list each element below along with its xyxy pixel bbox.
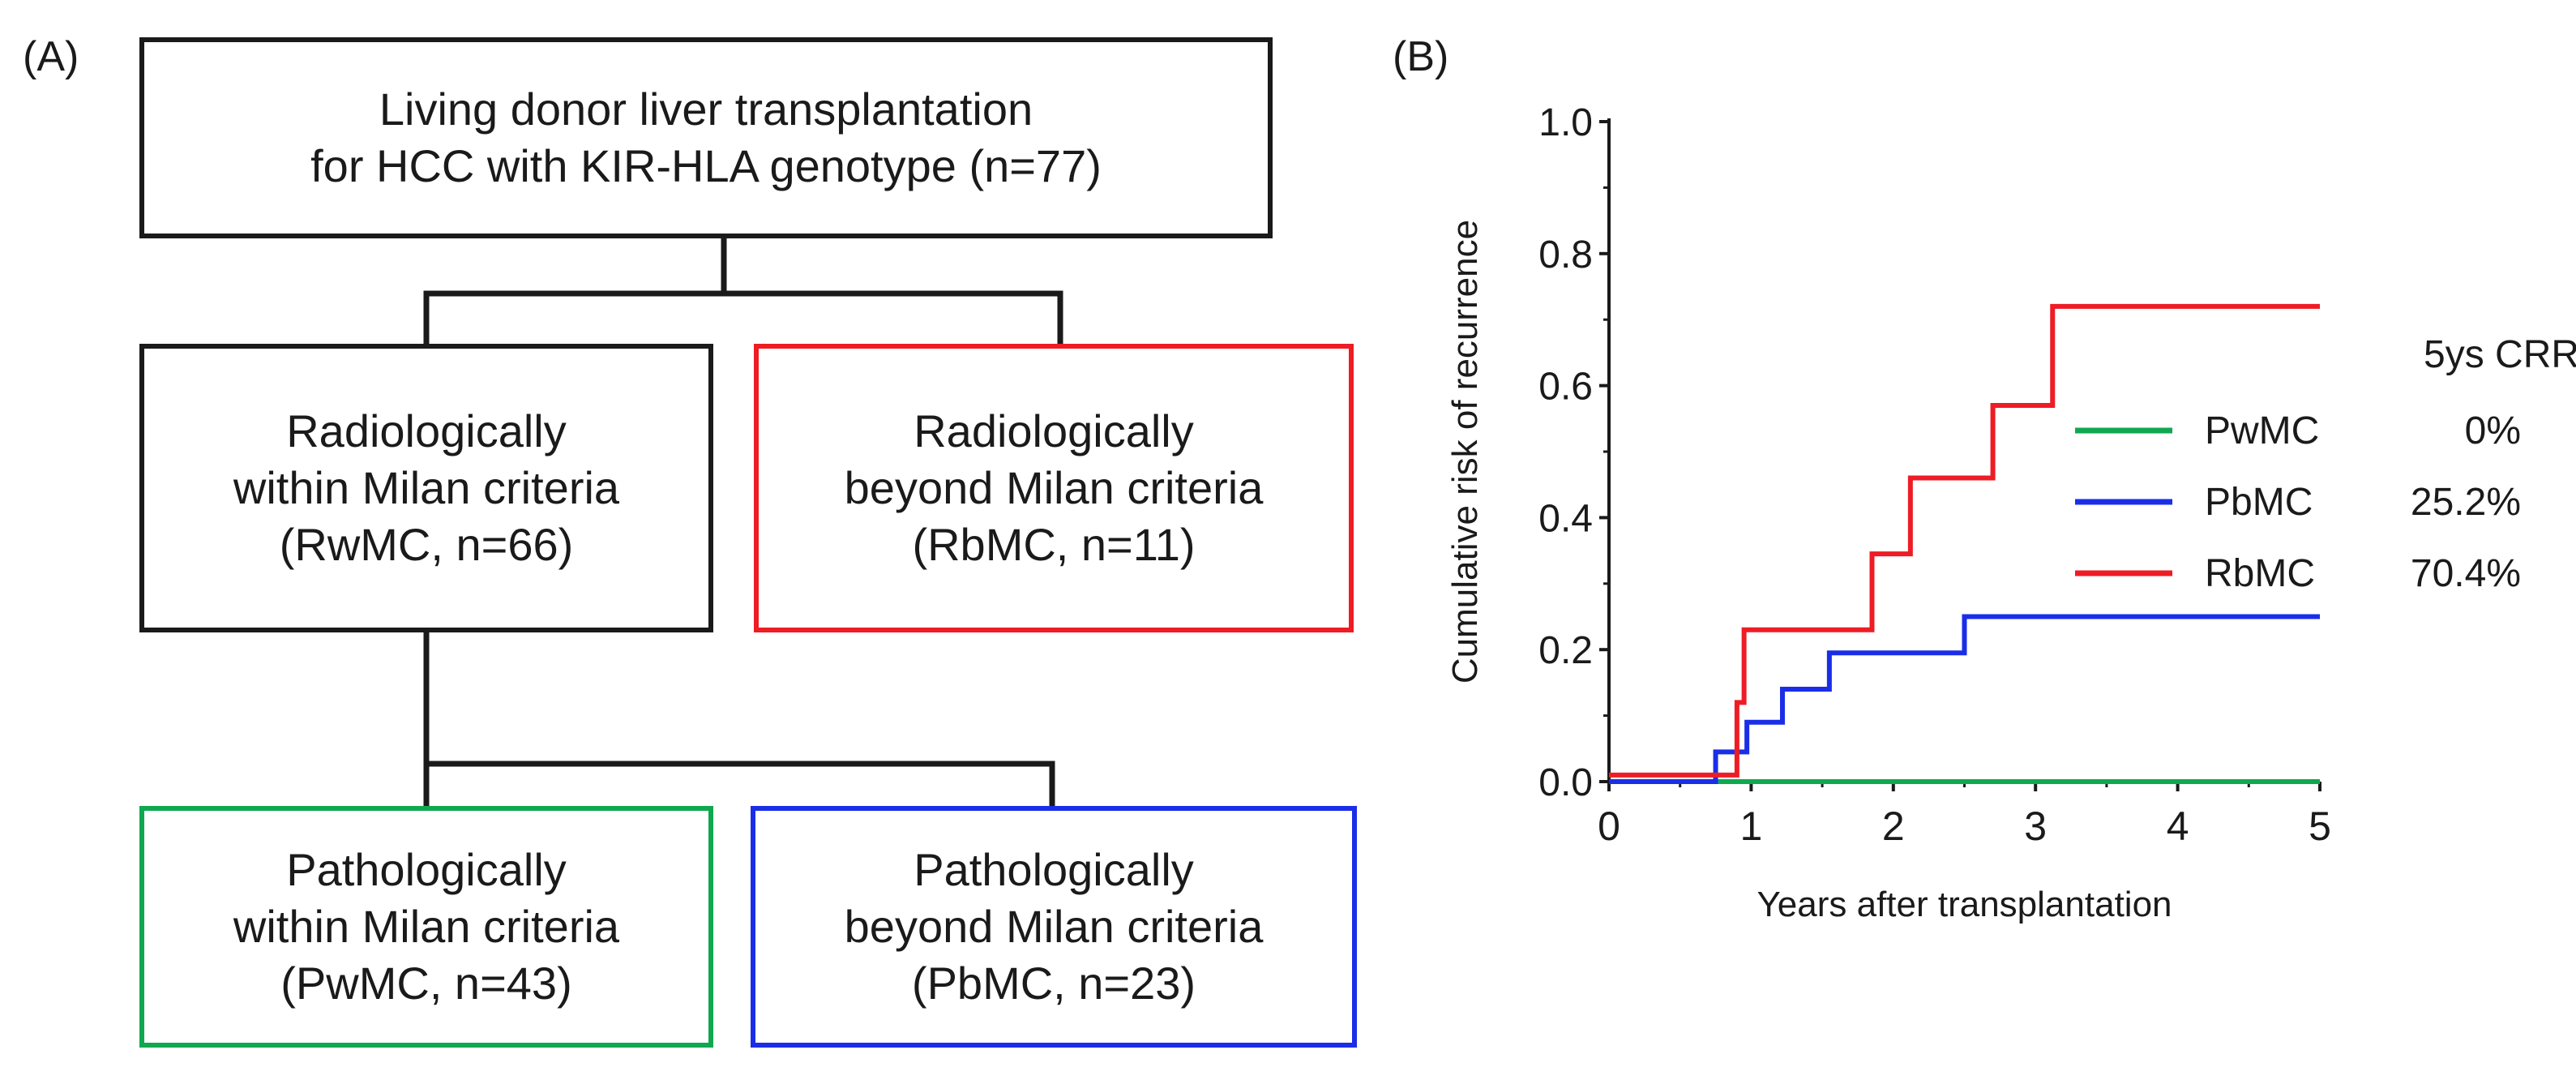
legend-label-rbmc: RbMC: [2205, 552, 2315, 595]
pbmc-line-2: beyond Milan criteria: [844, 901, 1264, 952]
x-tick-label: 0: [1598, 804, 1620, 849]
legend-crr-pwmc: 0%: [2465, 409, 2521, 452]
x-tick-label: 1: [1739, 804, 1762, 849]
panel-b-label: (B): [1393, 33, 1449, 80]
legend-label-pbmc: PbMC: [2205, 481, 2313, 524]
panel-a-label: (A): [23, 33, 79, 80]
rwmc-line-1: Radiologically: [286, 405, 567, 456]
y-tick-label: 0.6: [1538, 366, 1593, 409]
series-line-rbmc: [1609, 303, 2320, 778]
pwmc-box: Pathologically within Milan criteria (Pw…: [139, 806, 713, 1048]
legend-title: 5ys CRR: [2424, 333, 2576, 376]
y-tick-label: 1.0: [1538, 101, 1593, 144]
pwmc-line-1: Pathologically: [286, 844, 567, 895]
pwmc-line-3: (PwMC, n=43): [280, 958, 572, 1009]
x-tick-label: 2: [1882, 804, 1905, 849]
pbmc-box: Pathologically beyond Milan criteria (Pb…: [751, 806, 1357, 1048]
rbmc-line-3: (RbMC, n=11): [912, 519, 1196, 570]
root-line-2: for HCC with KIR-HLA genotype (n=77): [310, 140, 1102, 191]
legend-label-pwmc: PwMC: [2205, 409, 2319, 452]
pwmc-line-2: within Milan criteria: [233, 901, 620, 952]
pbmc-line-1: Pathologically: [914, 844, 1194, 895]
legend-crr-rbmc: 70.4%: [2411, 552, 2521, 595]
rwmc-box: Radiologically within Milan criteria (Rw…: [139, 344, 713, 632]
x-axis-label: Years after transplantation: [1757, 885, 2172, 924]
rwmc-line-2: within Milan criteria: [233, 462, 620, 513]
rbmc-line-2: beyond Milan criteria: [844, 462, 1264, 513]
pbmc-line-3: (PbMC, n=23): [911, 958, 1196, 1009]
rwmc-line-3: (RwMC, n=66): [279, 519, 574, 570]
y-tick-label: 0.2: [1538, 629, 1593, 672]
rbmc-box: Radiologically beyond Milan criteria (Rb…: [754, 344, 1354, 632]
root-box: Living donor liver transplantation for H…: [139, 37, 1273, 238]
y-axis-label: Cumulative risk of recurrence: [1445, 220, 1485, 684]
y-tick-label: 0.4: [1538, 497, 1593, 540]
x-tick-label: 5: [2309, 804, 2331, 849]
y-tick-label: 0.8: [1538, 234, 1593, 276]
x-tick-label: 4: [2167, 804, 2189, 849]
root-line-1: Living donor liver transplantation: [379, 84, 1033, 135]
series-line-pbmc: [1609, 614, 2320, 784]
flowchart-connectors: [423, 235, 1063, 809]
y-tick-label: 0.0: [1538, 761, 1593, 804]
rbmc-line-1: Radiologically: [914, 405, 1194, 456]
x-tick-label: 3: [2024, 804, 2047, 849]
legend-crr-pbmc: 25.2%: [2411, 481, 2521, 524]
